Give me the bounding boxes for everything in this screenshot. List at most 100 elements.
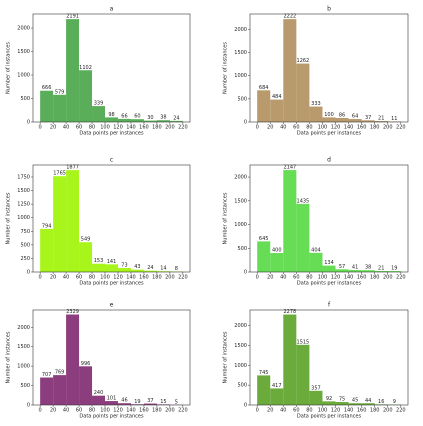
bar (79, 70, 93, 122)
value-label: 57 (339, 264, 345, 270)
plot-frame (249, 309, 409, 406)
x-tick-label: 20 (50, 408, 56, 414)
x-tick-label: 60 (293, 275, 299, 281)
x-tick-label: 200 (383, 408, 393, 414)
y-tick-label: 500 (237, 383, 247, 389)
y-tick-label: 500 (20, 242, 30, 248)
x-tick-label: 120 (113, 125, 123, 131)
value-label: 38 (160, 115, 166, 121)
bar (143, 120, 157, 122)
value-label: 153 (94, 258, 104, 264)
value-label: 417 (272, 383, 282, 389)
x-tick-label: 220 (178, 125, 188, 131)
x-tick-label: 180 (152, 125, 162, 131)
x-tick-label: 0 (39, 408, 42, 414)
y-tick-label: 1500 (234, 50, 247, 56)
x-tick-label: 120 (331, 408, 341, 414)
x-tick-label: 140 (126, 275, 136, 281)
x-tick-label: 40 (280, 275, 286, 281)
value-label: 21 (378, 116, 384, 122)
subplot-title: d (327, 157, 331, 164)
value-label: 1435 (297, 198, 310, 204)
y-tick-label: 500 (237, 96, 247, 102)
value-label: 357 (311, 385, 321, 391)
x-tick-label: 180 (152, 408, 162, 414)
bar (335, 402, 349, 405)
bar (257, 241, 271, 272)
plot-frame (249, 164, 409, 273)
value-label: 16 (378, 399, 384, 405)
x-tick-label: 100 (318, 125, 328, 131)
value-label: 73 (121, 263, 127, 269)
bar (117, 403, 131, 405)
x-tick-label: 120 (331, 125, 341, 131)
bar (105, 264, 118, 272)
value-label: 1877 (66, 165, 79, 171)
y-axis-label: Number of instances (6, 42, 12, 94)
value-label: 19 (134, 399, 140, 405)
x-tick-label: 160 (139, 408, 149, 414)
bar (335, 269, 349, 272)
value-label: 400 (272, 248, 282, 254)
y-tick-label: 2000 (17, 325, 30, 331)
bar (374, 121, 388, 122)
value-label: 484 (272, 94, 282, 100)
x-tick-label: 220 (396, 408, 406, 414)
x-tick-label: 140 (344, 125, 354, 131)
bar (309, 252, 323, 272)
bar (169, 120, 183, 122)
y-tick-label: 1000 (17, 215, 30, 221)
x-tick-label: 100 (100, 408, 110, 414)
x-tick-label: 0 (39, 125, 42, 131)
x-tick-label: 160 (357, 275, 367, 281)
bar (270, 388, 284, 405)
x-tick-label: 20 (267, 275, 273, 281)
x-axis-label: Data points per instances (79, 281, 144, 287)
bar (79, 242, 93, 272)
value-label: 44 (365, 398, 371, 404)
value-label: 2191 (66, 14, 79, 20)
x-tick-label: 40 (63, 275, 69, 281)
value-label: 11 (391, 116, 397, 122)
bar (361, 403, 375, 405)
bar (387, 271, 401, 272)
y-tick-label: 0 (27, 270, 30, 276)
x-tick-label: 40 (63, 125, 69, 131)
y-tick-label: 2000 (234, 27, 247, 33)
y-tick-label: 1250 (17, 202, 30, 208)
value-label: 101 (107, 396, 117, 402)
value-label: 645 (259, 236, 269, 242)
bar (40, 377, 54, 405)
value-label: 30 (147, 115, 153, 121)
value-label: 86 (339, 113, 345, 119)
value-label: 996 (81, 361, 91, 367)
x-tick-label: 40 (280, 125, 286, 131)
x-tick-label: 200 (165, 275, 175, 281)
y-tick-label: 1000 (234, 222, 247, 228)
value-label: 15 (160, 399, 166, 405)
y-tick-label: 750 (20, 229, 30, 235)
y-tick-label: 1000 (17, 364, 30, 370)
x-tick-label: 0 (256, 408, 259, 414)
x-tick-label: 200 (383, 125, 393, 131)
value-label: 41 (352, 265, 358, 271)
y-tick-label: 1750 (17, 174, 30, 180)
plot-frame (249, 13, 409, 123)
y-tick-label: 2000 (17, 26, 30, 32)
value-label: 92 (326, 396, 332, 402)
y-tick-label: 2000 (234, 323, 247, 329)
bar (105, 117, 118, 122)
y-tick-label: 0 (244, 120, 247, 126)
value-label: 66 (121, 113, 127, 119)
bar (130, 269, 144, 272)
value-label: 579 (55, 89, 65, 95)
value-label: 333 (311, 101, 321, 107)
bar (296, 63, 310, 122)
bar (348, 403, 362, 405)
bar (322, 401, 336, 405)
x-tick-label: 20 (267, 408, 273, 414)
value-label: 37 (147, 398, 153, 404)
value-label: 100 (324, 112, 334, 118)
x-tick-label: 140 (126, 125, 136, 131)
y-axis-label: Number of instances (6, 192, 12, 244)
